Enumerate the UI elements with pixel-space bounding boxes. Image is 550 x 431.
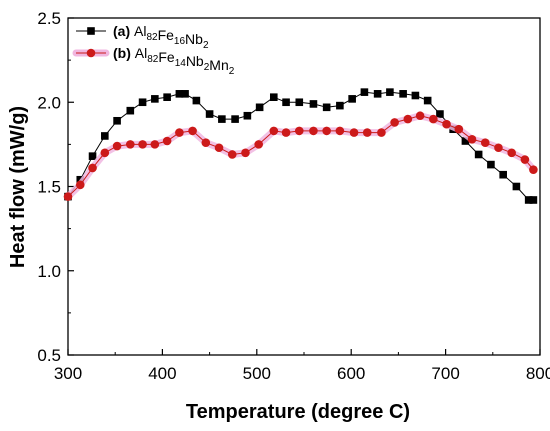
data-point-circle bbox=[112, 141, 122, 151]
data-point-square bbox=[218, 115, 226, 123]
data-point-circle bbox=[281, 128, 291, 137]
y-tick-label: 1.5 bbox=[37, 178, 61, 197]
data-point-circle bbox=[188, 126, 197, 136]
data-point-circle bbox=[480, 138, 490, 147]
data-point-square bbox=[423, 96, 432, 105]
series-a bbox=[64, 88, 538, 204]
data-point-circle bbox=[201, 138, 211, 147]
data-point-square bbox=[322, 103, 331, 112]
data-point-square bbox=[192, 96, 201, 105]
data-point-square bbox=[231, 115, 239, 123]
legend: (a) Al82Fe16Nb2(b) Al82Fe14Nb2Mn2 bbox=[72, 23, 235, 77]
y-tick-label: 0.5 bbox=[37, 346, 61, 365]
data-point-circle bbox=[494, 143, 503, 153]
y-tick-label: 2.0 bbox=[37, 93, 61, 112]
legend-marker-circle bbox=[86, 48, 96, 58]
data-point-square bbox=[309, 100, 318, 108]
x-tick-label: 500 bbox=[243, 364, 271, 383]
data-point-circle bbox=[75, 180, 85, 190]
legend-label: (a) Al82Fe16Nb2 bbox=[113, 23, 209, 51]
data-point-square bbox=[487, 160, 495, 169]
data-point-circle bbox=[454, 124, 464, 134]
data-point-square bbox=[411, 91, 420, 100]
y-axis-ticks: 0.5 1.0 1.5 2.0 2.5 bbox=[37, 9, 74, 365]
data-point-circle bbox=[362, 128, 372, 137]
data-point-square bbox=[512, 182, 521, 191]
data-point-square bbox=[175, 90, 184, 98]
data-point-circle bbox=[467, 135, 477, 144]
x-tick-label: 400 bbox=[148, 364, 176, 383]
data-point-circle bbox=[390, 118, 399, 127]
data-point-circle bbox=[175, 128, 184, 137]
data-point-square bbox=[151, 95, 159, 103]
data-point-circle bbox=[349, 128, 359, 137]
data-point-square bbox=[269, 93, 278, 101]
series-b bbox=[63, 111, 538, 201]
data-point-square bbox=[295, 98, 304, 107]
data-point-circle bbox=[507, 148, 516, 158]
data-point-circle bbox=[377, 128, 386, 137]
data-point-circle bbox=[529, 165, 538, 174]
data-point-circle bbox=[520, 155, 530, 164]
x-tick-label: 700 bbox=[431, 364, 459, 383]
x-axis-title: Temperature (degree C) bbox=[186, 401, 410, 423]
data-point-circle bbox=[227, 150, 237, 159]
data-point-square bbox=[113, 116, 121, 125]
data-point-square bbox=[461, 137, 470, 145]
data-point-square bbox=[243, 111, 252, 120]
data-point-square bbox=[348, 95, 356, 103]
plot-area bbox=[67, 17, 541, 356]
data-point-circle bbox=[150, 140, 160, 149]
data-point-circle bbox=[138, 140, 147, 149]
data-point-circle bbox=[100, 148, 110, 158]
y-axis-title: Heat flow (mW/g) bbox=[7, 106, 29, 268]
data-point-circle bbox=[442, 119, 451, 129]
data-point-square bbox=[436, 110, 444, 118]
data-point-circle bbox=[241, 148, 250, 158]
data-point-square bbox=[499, 170, 507, 179]
data-point-circle bbox=[294, 126, 304, 136]
data-point-square bbox=[524, 196, 533, 204]
x-tick-label: 600 bbox=[337, 364, 365, 383]
data-point-circle bbox=[429, 114, 438, 124]
data-point-square bbox=[386, 88, 394, 96]
data-point-square bbox=[138, 98, 147, 107]
data-point-square bbox=[360, 88, 369, 96]
x-axis-ticks: 300 400 500 600 700 800 bbox=[54, 349, 550, 383]
data-point-square bbox=[126, 106, 135, 115]
data-point-square bbox=[336, 101, 344, 110]
data-point-square bbox=[529, 196, 538, 204]
data-point-square bbox=[163, 93, 171, 101]
data-point-circle bbox=[88, 163, 97, 173]
data-point-square bbox=[255, 103, 264, 112]
legend-marker-square bbox=[87, 27, 95, 35]
data-point-square bbox=[181, 90, 189, 98]
x-tick-label: 800 bbox=[526, 364, 550, 383]
data-point-circle bbox=[162, 136, 172, 146]
data-point-circle bbox=[322, 126, 331, 136]
data-point-circle bbox=[403, 114, 413, 124]
data-point-circle bbox=[335, 126, 345, 136]
data-point-circle bbox=[415, 111, 425, 121]
data-point-square bbox=[399, 90, 407, 98]
data-point-square bbox=[373, 90, 382, 98]
data-point-circle bbox=[63, 192, 73, 201]
data-point-circle bbox=[254, 140, 263, 149]
y-tick-label: 2.5 bbox=[37, 9, 61, 28]
plot-border bbox=[67, 17, 541, 356]
legend-label: (b) Al82Fe14Nb2Mn2 bbox=[113, 45, 235, 77]
series-layer bbox=[63, 88, 538, 204]
data-point-circle bbox=[214, 143, 224, 153]
x-tick-label: 300 bbox=[54, 364, 82, 383]
data-point-square bbox=[88, 152, 97, 160]
data-point-square bbox=[282, 98, 290, 107]
data-point-square bbox=[474, 150, 483, 159]
data-point-square bbox=[205, 110, 214, 118]
data-point-circle bbox=[126, 140, 135, 149]
data-point-circle bbox=[269, 126, 279, 136]
data-point-circle bbox=[309, 126, 318, 136]
y-tick-label: 1.0 bbox=[37, 262, 61, 281]
data-point-square bbox=[101, 132, 109, 140]
